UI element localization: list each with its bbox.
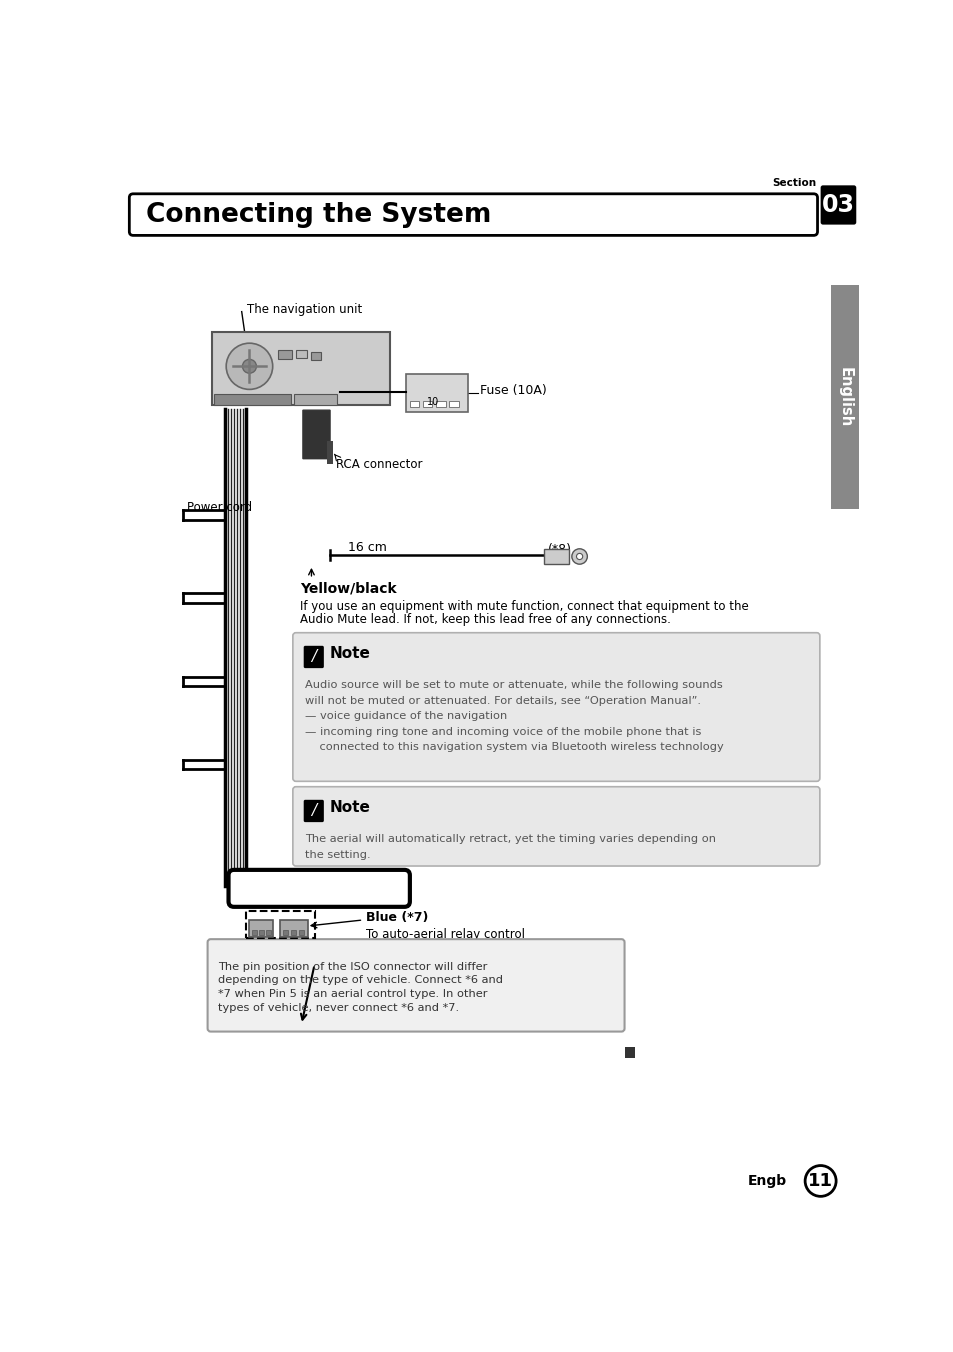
- Bar: [280, 919, 308, 937]
- Bar: [298, 930, 304, 934]
- Bar: [258, 930, 264, 934]
- Text: (*8): (*8): [547, 544, 571, 557]
- Text: The navigation unit: The navigation unit: [247, 303, 362, 316]
- Text: the setting.: the setting.: [305, 850, 371, 860]
- Text: Section: Section: [772, 177, 816, 188]
- Polygon shape: [303, 410, 330, 458]
- Text: Connecting the System: Connecting the System: [146, 201, 491, 227]
- Bar: [406, 375, 468, 412]
- FancyBboxPatch shape: [303, 800, 323, 822]
- Circle shape: [576, 553, 582, 560]
- Text: Blue (*7): Blue (*7): [365, 911, 428, 925]
- Bar: [436, 402, 445, 407]
- Bar: [282, 930, 288, 934]
- Bar: [245, 911, 315, 938]
- Text: terminal (max. 300 mA 12 V DC).: terminal (max. 300 mA 12 V DC).: [365, 940, 562, 953]
- Text: Audio source will be set to mute or attenuate, while the following sounds: Audio source will be set to mute or atte…: [305, 680, 722, 691]
- Bar: [252, 930, 257, 934]
- Text: Yellow/black: Yellow/black: [299, 581, 396, 596]
- Text: To auto-aerial relay control: To auto-aerial relay control: [365, 927, 524, 941]
- Text: Power cord: Power cord: [187, 502, 253, 514]
- FancyBboxPatch shape: [303, 646, 323, 668]
- FancyBboxPatch shape: [820, 185, 856, 224]
- Bar: [543, 549, 568, 564]
- Bar: [295, 350, 307, 358]
- FancyBboxPatch shape: [293, 633, 819, 781]
- Bar: [213, 393, 291, 404]
- Bar: [311, 353, 320, 360]
- Text: *7 when Pin 5 is an aerial control type. In other: *7 when Pin 5 is an aerial control type.…: [218, 990, 487, 999]
- Text: depending on the type of vehicle. Connect *6 and: depending on the type of vehicle. Connec…: [218, 975, 503, 986]
- Text: The pin position of the ISO connector will differ: The pin position of the ISO connector wi…: [218, 961, 487, 972]
- Text: types of vehicle, never connect *6 and *7.: types of vehicle, never connect *6 and *…: [218, 1003, 459, 1013]
- Bar: [830, 285, 858, 508]
- Bar: [449, 402, 458, 407]
- Bar: [212, 331, 390, 404]
- Text: Note: Note: [329, 646, 370, 661]
- Text: Blue (*6): Blue (*6): [230, 952, 292, 964]
- Text: will not be muted or attenuated. For details, see “Operation Manual”.: will not be muted or attenuated. For det…: [305, 696, 700, 706]
- Bar: [278, 350, 292, 360]
- Text: connected to this navigation system via Bluetooth wireless technology: connected to this navigation system via …: [305, 742, 723, 752]
- Text: Audio Mute lead. If not, keep this lead free of any connections.: Audio Mute lead. If not, keep this lead …: [299, 612, 670, 626]
- Text: English: English: [837, 366, 851, 427]
- FancyBboxPatch shape: [293, 787, 819, 867]
- Text: RCA connector: RCA connector: [335, 458, 422, 470]
- Bar: [249, 919, 273, 937]
- Text: 16 cm: 16 cm: [348, 541, 386, 554]
- Text: Fuse (10A): Fuse (10A): [479, 384, 546, 396]
- Text: 03: 03: [821, 192, 854, 216]
- Bar: [327, 441, 333, 464]
- Text: The aerial will automatically retract, yet the timing varies depending on: The aerial will automatically retract, y…: [305, 834, 716, 845]
- Text: Note: Note: [329, 800, 370, 815]
- Bar: [294, 393, 336, 404]
- Bar: [410, 402, 418, 407]
- Circle shape: [571, 549, 587, 564]
- Circle shape: [804, 1165, 835, 1197]
- Bar: [266, 930, 271, 934]
- Bar: [422, 402, 432, 407]
- FancyBboxPatch shape: [208, 940, 624, 1032]
- Text: 10: 10: [427, 397, 438, 407]
- FancyBboxPatch shape: [229, 869, 410, 907]
- Circle shape: [242, 360, 256, 373]
- Text: — incoming ring tone and incoming voice of the mobile phone that is: — incoming ring tone and incoming voice …: [305, 726, 700, 737]
- Text: 11: 11: [807, 1172, 832, 1190]
- Circle shape: [226, 343, 273, 389]
- Bar: [624, 1046, 635, 1057]
- FancyBboxPatch shape: [130, 193, 817, 235]
- Text: /: /: [311, 803, 316, 818]
- Text: If you use an equipment with mute function, connect that equipment to the: If you use an equipment with mute functi…: [299, 599, 748, 612]
- Text: Engb: Engb: [747, 1174, 786, 1188]
- Bar: [291, 930, 295, 934]
- Text: — voice guidance of the navigation: — voice guidance of the navigation: [305, 711, 507, 721]
- Text: /: /: [311, 649, 316, 664]
